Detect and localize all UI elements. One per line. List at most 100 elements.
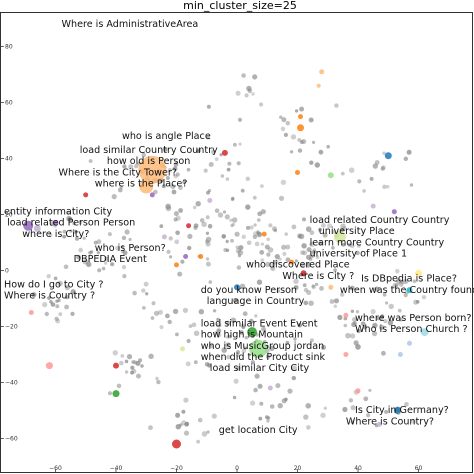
noise-point <box>281 244 287 250</box>
noise-point <box>266 252 271 257</box>
noise-point <box>403 156 408 161</box>
noise-point <box>131 368 137 374</box>
noise-point <box>385 301 389 305</box>
noise-point <box>291 224 297 230</box>
noise-point <box>279 115 283 119</box>
annotation-label: who discovered Place <box>246 260 350 271</box>
noise-point <box>205 236 212 243</box>
noise-point <box>208 280 213 284</box>
noise-point <box>104 261 108 265</box>
noise-point <box>232 217 238 223</box>
cluster-point <box>267 385 273 391</box>
noise-point <box>309 338 314 343</box>
noise-point <box>205 215 210 220</box>
cluster-point <box>420 328 429 337</box>
noise-point <box>148 353 154 359</box>
annotation-label: university of Place 1 <box>310 249 407 260</box>
noise-point <box>197 417 203 423</box>
noise-point <box>121 265 127 270</box>
noise-point <box>107 391 113 396</box>
noise-point <box>331 246 335 250</box>
cluster-point <box>297 124 304 132</box>
noise-point <box>116 383 122 389</box>
noise-point <box>250 360 255 365</box>
cluster-point <box>23 220 34 231</box>
noise-point <box>89 250 94 254</box>
noise-point <box>380 166 385 171</box>
noise-point <box>308 300 314 306</box>
noise-point <box>178 185 183 191</box>
noise-point <box>280 179 287 185</box>
noise-point <box>241 73 246 78</box>
annotation-label: when was the Country founded <box>340 285 474 296</box>
noise-point <box>342 406 348 413</box>
noise-point <box>275 383 281 389</box>
noise-point <box>306 254 311 260</box>
noise-point <box>376 316 380 321</box>
noise-point <box>254 241 260 247</box>
noise-point <box>312 140 316 144</box>
noise-point <box>115 245 121 251</box>
noise-point <box>217 212 224 218</box>
noise-point <box>165 313 170 319</box>
noise-point <box>283 132 288 137</box>
cluster-point <box>343 352 349 357</box>
cluster-point <box>45 362 53 370</box>
noise-point <box>290 134 297 140</box>
cluster-point <box>28 310 34 315</box>
noise-point <box>382 184 387 189</box>
noise-point <box>398 281 404 287</box>
noise-point <box>409 183 414 187</box>
noise-point <box>46 274 51 279</box>
noise-point <box>265 354 271 359</box>
noise-point <box>130 370 134 375</box>
annotation-label: Where is AdministrativeArea <box>62 19 199 30</box>
cluster-points <box>23 69 429 449</box>
noise-point <box>363 396 369 402</box>
noise-point <box>170 184 176 190</box>
noise-point <box>141 288 146 293</box>
noise-point <box>404 402 409 407</box>
cluster-point <box>247 327 258 338</box>
noise-point <box>306 425 311 430</box>
noise-point <box>243 346 247 350</box>
noise-point <box>392 282 398 289</box>
noise-point <box>73 229 78 234</box>
noise-point <box>193 223 199 229</box>
noise-point <box>302 250 308 256</box>
noise-point <box>214 208 220 213</box>
noise-point <box>199 218 205 223</box>
noise-point <box>320 344 327 350</box>
noise-point <box>175 172 180 177</box>
annotation-label: how high is Mountain <box>201 330 303 341</box>
noise-point <box>205 239 210 244</box>
noise-point <box>297 234 302 239</box>
noise-point <box>302 217 306 222</box>
cluster-point <box>298 114 303 120</box>
noise-point <box>63 264 69 270</box>
annotation-label: load similar Country Country <box>80 145 218 156</box>
noise-point <box>244 93 249 98</box>
noise-point <box>378 324 385 330</box>
noise-point <box>175 230 180 236</box>
noise-point <box>235 245 240 250</box>
noise-point <box>193 330 200 337</box>
noise-point <box>57 280 63 287</box>
noise-point <box>169 255 173 259</box>
noise-point <box>374 286 380 292</box>
noise-point <box>305 262 311 268</box>
annotation-label: Where is City ? <box>282 271 354 282</box>
noise-point <box>159 224 164 229</box>
noise-point <box>110 262 115 267</box>
noise-point <box>210 149 216 155</box>
noise-point <box>230 317 237 323</box>
plot-frame <box>0 12 473 473</box>
y-tick-label: −20 <box>5 323 18 330</box>
y-tick-label: 40 <box>5 156 13 163</box>
annotation-label: Who is Person Church ? <box>355 324 468 335</box>
noise-point <box>309 160 314 165</box>
axis-ticks: −60 −40 −20 0 20 40 60 80 60 40 20 0 −20 −40 −60 <box>1 44 423 472</box>
noise-point <box>175 424 181 430</box>
cluster-point <box>300 270 307 277</box>
noise-point <box>252 234 258 239</box>
